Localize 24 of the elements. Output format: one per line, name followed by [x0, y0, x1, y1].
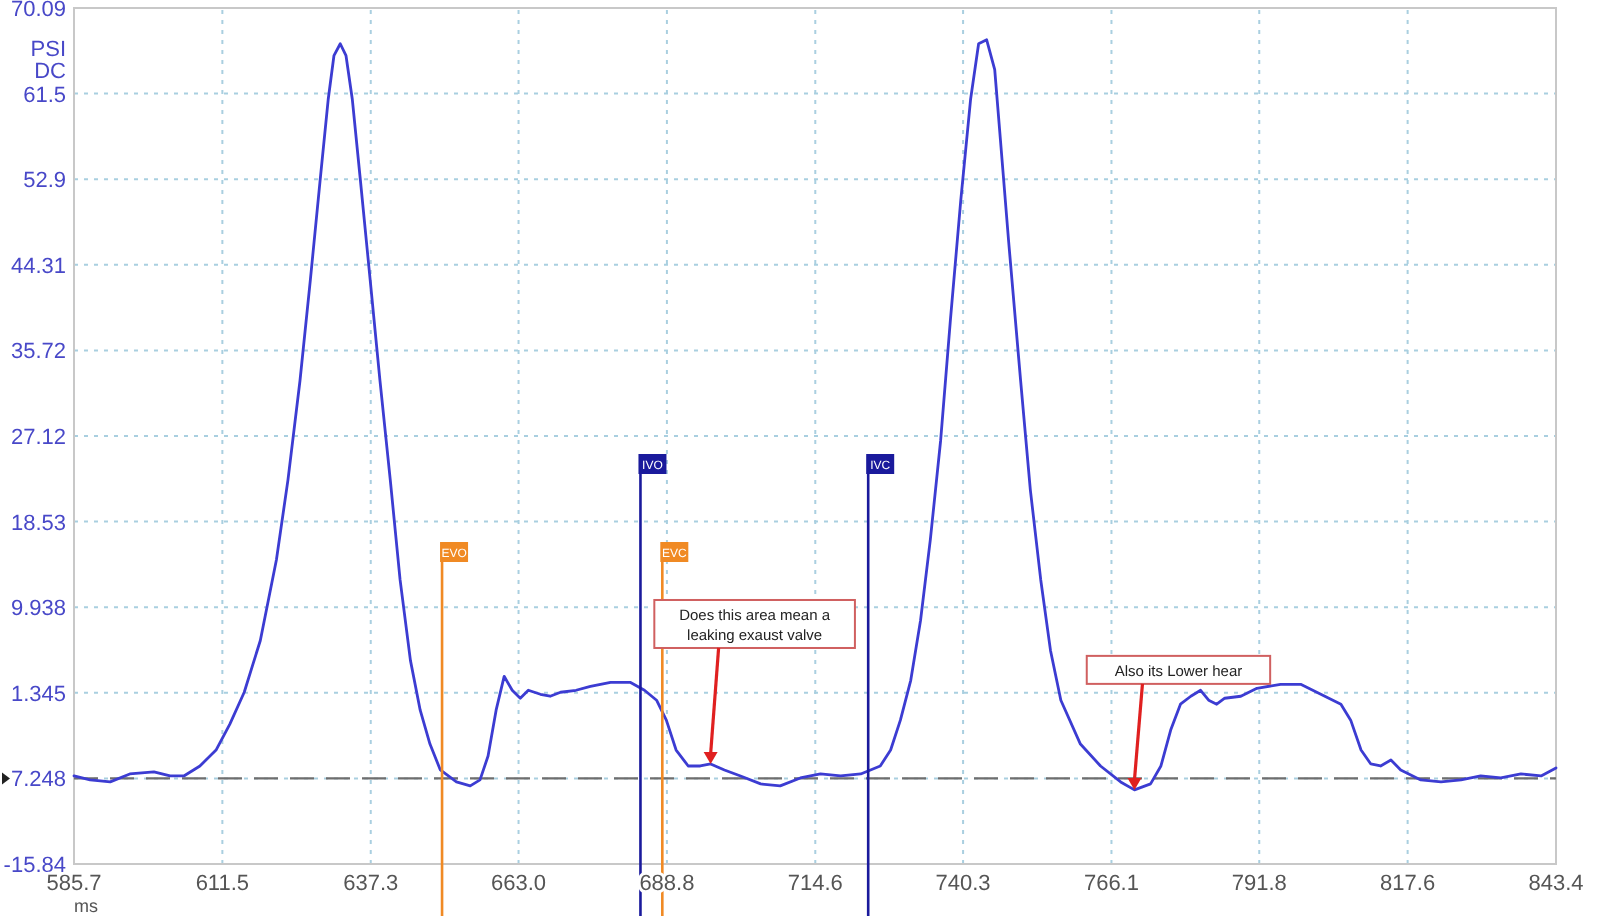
x-tick-label: 766.1 [1083, 872, 1139, 896]
y-tick-label: 18.53 [10, 511, 66, 536]
y-tick-label: 70.09 [10, 0, 66, 22]
y-tick-label: 27.12 [10, 426, 66, 451]
y-tick-label: 9.938 [10, 597, 66, 622]
y-tick-label: 7.248 [10, 768, 66, 793]
x-tick-label: 663.0 [491, 872, 547, 896]
x-tick-label: 740.3 [935, 872, 991, 896]
x-axis-title: ms [74, 896, 99, 916]
x-tick-label: 637.3 [343, 872, 399, 896]
x-tick-label: 843.4 [1528, 872, 1584, 896]
y-tick-label: 44.31 [10, 254, 66, 279]
x-tick-label: 714.6 [787, 872, 843, 896]
line-series [72, 38, 1558, 792]
x-tick-label: 791.8 [1231, 872, 1287, 896]
y-tick-label: 35.72 [10, 340, 66, 365]
y-tick-label: 61.5 [23, 83, 66, 108]
y-tick-label: 1.345 [10, 682, 66, 707]
y-axis-title: PSI DC [30, 38, 67, 84]
x-tick-label: 817.6 [1380, 872, 1436, 896]
x-tick-label: 585.7 [46, 872, 102, 896]
y-tick-label: -15.84 [3, 854, 66, 878]
y-tick-label: 52.9 [23, 169, 66, 194]
x-tick-label: 611.5 [195, 872, 250, 896]
